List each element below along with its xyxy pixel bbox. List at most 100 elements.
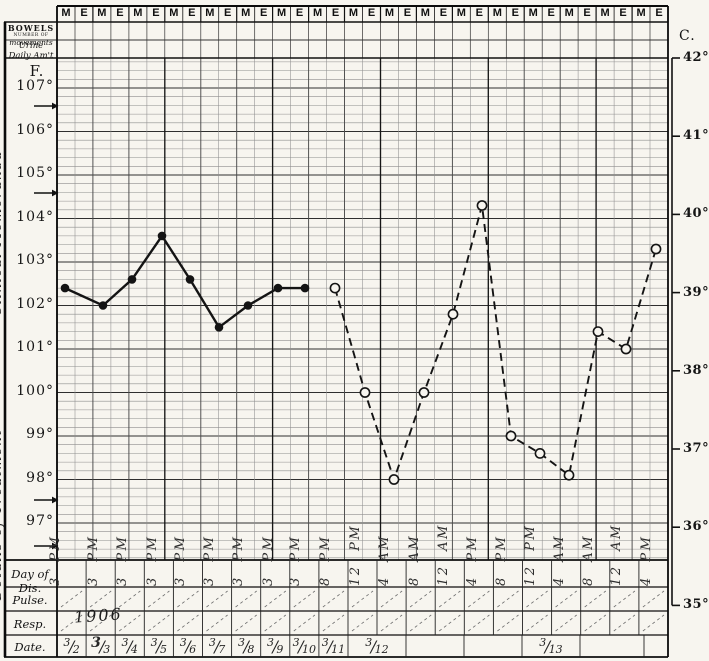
record-slash: [380, 590, 403, 608]
data-point-open: [650, 243, 662, 255]
record-slash: [235, 614, 257, 632]
bowels-subtitle-small: NUMBER OF: [13, 33, 49, 38]
time-label: 12 PM: [523, 523, 538, 586]
header-cell-m: M: [348, 7, 359, 19]
header-cell-e: E: [367, 7, 376, 19]
f-scale-label: 99°: [26, 426, 54, 442]
bowels-subtitle: movements: [9, 38, 53, 47]
header-cell-m: M: [384, 7, 395, 19]
header-cell-e: E: [260, 7, 268, 19]
time-label: 3 PM: [231, 534, 246, 586]
record-slash: [468, 614, 490, 632]
data-point-open: [476, 200, 488, 211]
temperature-curve-dashed: [334, 205, 657, 483]
record-slash: [613, 614, 636, 632]
record-slash: [293, 590, 316, 608]
scale-arrow-head: [52, 102, 59, 110]
record-slash: [177, 614, 199, 632]
record-slash: [526, 614, 548, 632]
header-cell-e: E: [475, 7, 483, 19]
date-part: 3: [150, 636, 158, 649]
date-value: 3/6: [173, 636, 202, 656]
header-cell-m: M: [313, 7, 323, 19]
header-cell-m: M: [61, 7, 71, 19]
time-label: 3 PM: [288, 534, 303, 586]
header-cell-m: M: [600, 7, 610, 19]
date-value: 3/8: [232, 636, 261, 656]
record-slash: [206, 614, 228, 632]
header-cell-e: E: [331, 7, 340, 19]
date-part: 13: [548, 643, 563, 656]
fahrenheit-unit-label: F.: [29, 62, 45, 80]
time-label: 3 PM: [261, 534, 276, 586]
celsius-unit-label: C.: [679, 28, 696, 44]
data-point-filled: [243, 301, 253, 310]
c-scale-label: 35°: [683, 597, 709, 613]
record-slash: [293, 614, 316, 632]
time-label: 3 PM: [202, 534, 217, 586]
time-label: 4 AM: [377, 533, 392, 586]
date-part: /: [68, 637, 75, 656]
date-part: /: [272, 637, 278, 656]
record-slash: [642, 590, 665, 608]
header-cell-e: E: [655, 7, 663, 19]
row-label-day-of-dis: Day of Dis.: [11, 567, 49, 595]
f-scale-label: 102°: [16, 295, 54, 312]
date-value: 3/13: [522, 636, 580, 656]
data-point-open: [329, 282, 341, 294]
record-slash: [322, 590, 345, 608]
record-slash: [118, 614, 141, 632]
c-scale-label: 42°: [683, 50, 709, 65]
date-part: 3: [179, 636, 187, 649]
data-point-open: [534, 447, 546, 459]
c-scale-label: 36°: [683, 519, 709, 535]
header-cell-e: E: [439, 7, 448, 19]
date-part: 3: [539, 636, 547, 649]
date-part: 3: [91, 634, 101, 651]
header-cell-m: M: [492, 7, 502, 19]
c-scale-label: 37°: [683, 441, 709, 456]
record-slash: [438, 614, 461, 632]
time-label: 4 PM: [639, 534, 654, 586]
date-part: /: [327, 637, 333, 656]
time-label: 3 PM: [145, 534, 160, 586]
data-point-filled: [157, 231, 167, 241]
date-part: /: [156, 637, 162, 656]
date-part: 3: [365, 636, 373, 649]
record-slash: [264, 614, 287, 632]
urine-box: Urine Daily Am't: [6, 41, 56, 61]
record-slash: [89, 614, 112, 632]
data-point-open: [592, 326, 604, 337]
date-part: 9: [276, 643, 284, 656]
date-value: 3/9: [261, 636, 290, 656]
header-cell-m: M: [97, 7, 107, 19]
date-part: 3: [292, 636, 300, 649]
f-scale-label: 104°: [16, 208, 54, 225]
date-part: 10: [302, 643, 317, 656]
record-slash: [468, 590, 490, 608]
header-cell-m: M: [564, 7, 574, 19]
record-slash: [409, 590, 432, 608]
record-slash: [497, 590, 519, 608]
f-scale-label: 103°: [16, 252, 54, 268]
scale-arrow-head: [52, 496, 59, 504]
date-part: 3: [208, 636, 216, 649]
row-label-pulse: Pulse.: [12, 593, 48, 607]
record-slash: [264, 590, 287, 608]
urine-line1: Urine: [18, 41, 44, 51]
time-label: 3 PM: [173, 534, 188, 586]
date-part: 3: [63, 636, 71, 649]
date-part: 3: [103, 643, 111, 656]
time-label: 12 AM: [609, 523, 624, 586]
date-value: 3/10: [290, 636, 319, 656]
record-slash: [177, 590, 199, 608]
data-point-open: [563, 469, 575, 481]
header-cell-m: M: [528, 7, 538, 19]
header-cell-m: M: [133, 7, 143, 19]
time-label: 8 AM: [407, 533, 422, 586]
date-value: 3/4: [115, 636, 144, 656]
date-value: 3/2: [57, 636, 86, 656]
time-label: 12 AM: [436, 523, 451, 586]
record-slash: [89, 590, 112, 608]
record-slash: [584, 590, 607, 608]
